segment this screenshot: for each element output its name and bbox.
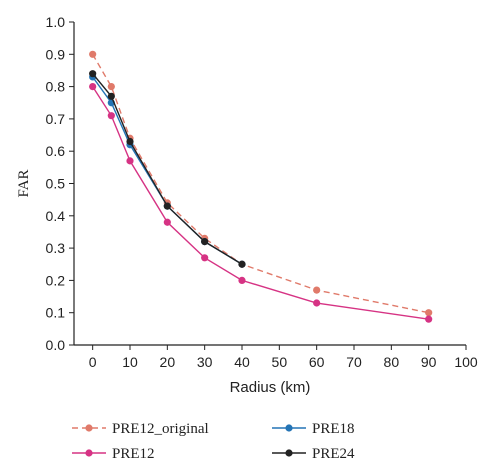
- series-PRE12: [89, 83, 433, 323]
- series-PRE18: [89, 73, 246, 268]
- x-tick-label: 100: [454, 354, 478, 370]
- y-tick-label: 0.9: [46, 46, 66, 62]
- data-point: [238, 276, 246, 284]
- data-point: [313, 299, 321, 307]
- y-tick-labels: 0.0 0.1 0.2 0.3 0.4 0.5 0.6 0.7 0.8 0.9 1.0: [46, 14, 66, 353]
- legend-item: PRE12: [72, 446, 155, 462]
- x-tick-label: 50: [272, 354, 288, 370]
- legend-item: PRE12_original: [72, 421, 209, 437]
- legend: PRE12_original PRE12 PRE18 PRE24: [72, 421, 355, 462]
- legend-item: PRE18: [272, 421, 355, 437]
- data-point: [126, 137, 134, 146]
- data-point: [425, 315, 433, 323]
- x-tick-label: 90: [421, 354, 437, 370]
- data-point: [201, 254, 209, 262]
- x-tick-label: 80: [384, 354, 400, 370]
- data-point: [89, 83, 97, 91]
- series-PRE12_original: [89, 50, 433, 317]
- legend-item: PRE24: [272, 446, 355, 462]
- data-point: [126, 157, 134, 165]
- x-axis-label: Radius (km): [230, 379, 311, 396]
- data-point: [163, 218, 171, 226]
- series-PRE24: [89, 70, 246, 268]
- y-tick-label: 0.5: [46, 176, 66, 192]
- legend-marker: [85, 424, 93, 432]
- legend-marker: [85, 449, 93, 457]
- x-tick-label: 30: [197, 354, 213, 370]
- legend-label: PRE18: [312, 421, 355, 437]
- data-point: [107, 83, 115, 91]
- data-point: [163, 202, 171, 210]
- data-point: [313, 286, 321, 294]
- y-tick-label: 0.3: [46, 240, 66, 256]
- y-tick-label: 1.0: [46, 14, 66, 30]
- y-tick-label: 0.2: [46, 272, 66, 288]
- legend-marker: [285, 449, 293, 457]
- legend-label: PRE12_original: [112, 421, 209, 437]
- x-tick-label: 10: [122, 354, 138, 370]
- data-point: [89, 50, 97, 58]
- legend-label: PRE24: [312, 446, 355, 462]
- x-tick-labels: 0 10 20 30 40 50 60 70 80 90 100: [89, 354, 478, 370]
- y-tick-label: 0.7: [46, 111, 66, 127]
- data-point: [201, 238, 209, 246]
- y-tick-label: 0.1: [46, 305, 66, 321]
- y-axis-label: FAR: [16, 169, 32, 197]
- x-tick-label: 0: [89, 354, 97, 370]
- series-line: [92, 73, 243, 265]
- data-point: [89, 70, 97, 78]
- y-tick-label: 0.8: [46, 79, 66, 95]
- data-point: [238, 260, 246, 268]
- series-layer: [89, 50, 433, 323]
- axes: [69, 21, 467, 350]
- series-line: [92, 86, 429, 320]
- legend-marker: [285, 424, 293, 432]
- series-line: [92, 53, 429, 314]
- x-tick-label: 70: [346, 354, 362, 370]
- data-point: [425, 309, 433, 317]
- data-point: [107, 92, 115, 100]
- y-tick-label: 0.0: [46, 337, 66, 353]
- x-tick-label: 60: [309, 354, 325, 370]
- x-tick-label: 20: [160, 354, 176, 370]
- legend-label: PRE12: [112, 446, 155, 462]
- y-tick-label: 0.6: [46, 143, 66, 159]
- y-tick-label: 0.4: [46, 208, 66, 224]
- data-point: [107, 112, 115, 120]
- x-tick-label: 40: [234, 354, 250, 370]
